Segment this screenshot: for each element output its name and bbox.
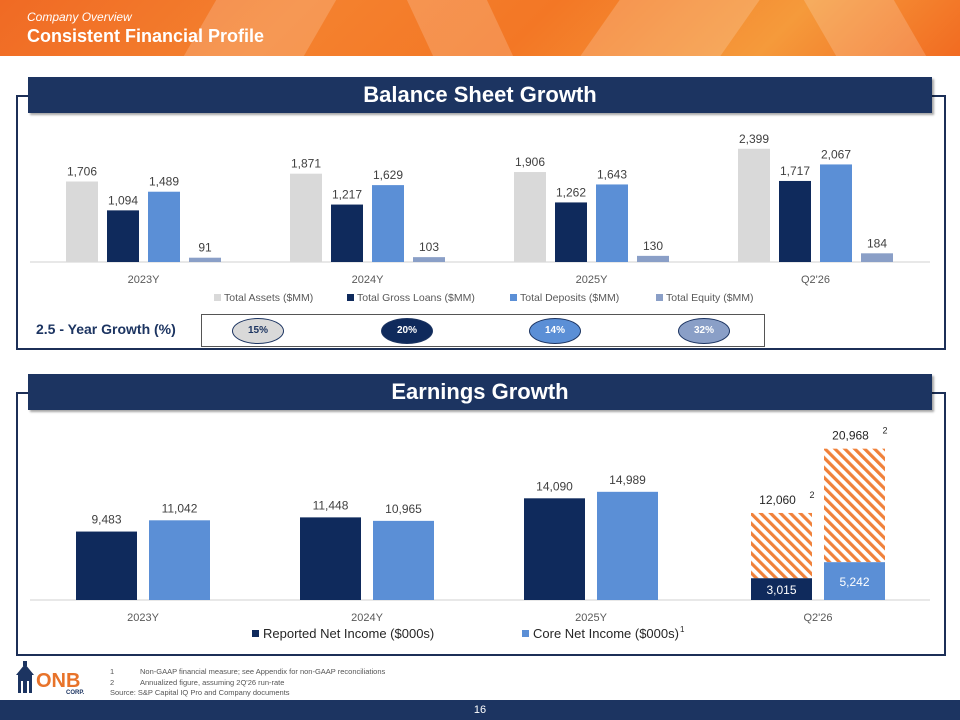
bar-label-0-3: 2,399 [739,132,769,146]
legend-label-1: Total Gross Loans ($MM) [357,292,475,304]
growth-pill-deposits: 14% [529,318,581,344]
bar-label-1-3: 5,242 [839,575,869,589]
growth-pill-equity: 32% [678,318,730,344]
bar-0-1 [300,517,361,600]
svg-text:ONB: ONB [36,670,80,692]
earnings-panel-frame [16,392,946,656]
bar-label-0-1: 11,448 [313,498,349,512]
bar-label-2-0: 1,489 [149,175,179,189]
x-tick-label: 2024Y [351,612,383,624]
bar-3-1 [413,257,445,262]
legend-swatch-1 [347,294,354,301]
earnings-chart: 9,483 11,042 2023Y 11,448 10,965 2024Y 14,090 1… [30,426,930,641]
bar-3-3 [861,253,893,262]
annualized-label-0: 12,060 [759,493,796,507]
legend-swatch-0 [252,630,259,637]
bar-1-0 [107,210,139,262]
bar-label-3-0: 91 [198,241,212,255]
onb-logo: ONB CORP. [14,661,85,696]
bar-label-1-0: 11,042 [162,501,198,515]
x-tick-label: 2025Y [576,274,608,286]
bar-1-2 [555,202,587,262]
bar-label-0-3: 3,015 [766,583,796,597]
bar-0-2 [514,172,546,262]
bar-3-0 [189,257,221,262]
bar-label-0-2: 1,906 [515,155,545,169]
balance-panel-frame [16,95,946,350]
bar-label-2-2: 1,643 [597,167,627,181]
bar-label-0-1: 1,871 [291,157,321,171]
bar-label-3-1: 103 [419,240,439,254]
legend-label-3: Total Equity ($MM) [666,292,754,304]
annualized-label-1: 20,968 [832,429,869,443]
growth-pill-assets: 15% [232,318,284,344]
legend-swatch-1 [522,630,529,637]
bar-0-2 [524,498,585,600]
bar-label-3-3: 184 [867,236,887,250]
growth-label: 2.5 - Year Growth (%) [36,321,176,337]
x-tick-label: 2025Y [575,612,607,624]
bar-1-2 [597,491,658,600]
x-tick-label: 2024Y [352,274,384,286]
balance-sheet-chart: 1,706 1,094 1,489 91 2023Y 1,871 1,217 1,629 103… [30,132,930,304]
x-tick-label: Q2'26 [801,274,830,286]
annualized-bar-0 [751,512,812,579]
bar-1-3 [779,180,811,262]
annualized-bar-1 [824,448,885,563]
footnote-2: 2 Annualized figure, assuming 2Q'26 run-r… [110,678,285,687]
annualized-footnote-1: 2 [883,426,888,436]
svg-text:CORP.: CORP. [66,690,84,695]
x-tick-label: 2023Y [127,612,159,624]
bar-label-0-0: 1,706 [67,164,97,178]
legend-swatch-2 [510,294,517,301]
header-banner: Company Overview Consistent Financial Pr… [0,0,960,56]
growth-pill-loans: 20% [381,318,433,344]
bar-1-1 [373,520,434,600]
bar-2-1 [372,185,404,262]
bar-label-1-2: 1,262 [556,185,586,199]
bar-0-3 [751,578,812,600]
legend-label-0: Reported Net Income ($000s) [263,626,434,641]
legend-label-0: Total Assets ($MM) [224,292,313,304]
bar-0-0 [66,181,98,262]
bar-1-3 [824,562,885,600]
legend-swatch-0 [214,294,221,301]
page-number: 16 [473,704,487,716]
page-title: Consistent Financial Profile [27,26,265,46]
balance-banner: Balance Sheet Growth [28,77,932,113]
bar-label-1-1: 1,217 [332,188,362,202]
bar-2-3 [820,164,852,262]
bar-label-2-1: 1,629 [373,168,403,182]
bar-label-1-2: 14,989 [609,473,646,487]
bar-1-1 [331,204,363,262]
bar-0-0 [76,531,137,600]
growth-box: 15% 20% 14% 32% [201,314,765,347]
x-tick-label: Q2'26 [803,612,832,624]
legend-footnote-1: 1 [680,625,685,634]
bar-label-0-0: 9,483 [91,513,121,527]
bar-0-3 [738,148,770,262]
bar-label-1-3: 1,717 [780,164,810,178]
bar-0-1 [290,173,322,262]
legend-label-2: Total Deposits ($MM) [520,292,619,304]
bar-label-1-0: 1,094 [108,193,138,207]
bar-label-0-2: 14,090 [536,479,573,493]
footnote-1: 1 Non-GAAP financial measure; see Appendi… [110,667,386,676]
bar-label-2-3: 2,067 [821,147,851,161]
bar-2-0 [148,191,180,262]
x-tick-label: 2023Y [128,274,160,286]
bar-1-0 [149,520,210,600]
bar-2-2 [596,184,628,262]
footer-bar [0,700,960,720]
legend-swatch-3 [656,294,663,301]
legend-label-1: Core Net Income ($000s) [533,626,679,641]
onb-logo-graphic: ONB CORP. [16,661,85,696]
bar-label-3-2: 130 [643,239,663,253]
bar-3-2 [637,255,669,262]
earnings-banner: Earnings Growth [28,374,932,410]
footnote-source: Source: S&P Capital IQ Pro and Company d… [110,688,290,697]
annualized-footnote-0: 2 [810,490,815,500]
section-subtitle: Company Overview [27,10,132,24]
bar-label-1-1: 10,965 [385,502,422,516]
